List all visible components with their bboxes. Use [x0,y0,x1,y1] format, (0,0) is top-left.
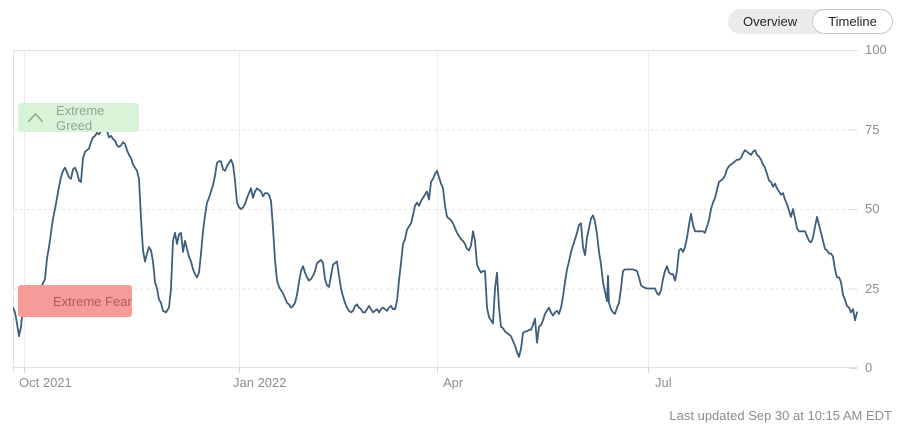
x-axis-label: Jan 2022 [233,375,287,390]
extreme-greed-badge: Extreme Greed [18,102,139,133]
caret-up-icon [27,112,44,123]
view-toggle: Overview Timeline [728,9,893,34]
extreme-greed-label: Extreme Greed [56,102,105,133]
y-axis-label: 100 [865,42,887,57]
tab-overview[interactable]: Overview [743,14,798,29]
index-line [13,117,858,358]
extreme-fear-badge: Extreme Fear [18,285,132,317]
fear-greed-timeline-chart[interactable] [13,50,858,376]
y-axis-label: 75 [865,121,880,137]
x-axis-label: Jul [655,375,672,390]
y-axis-label: 0 [865,360,873,375]
last-updated-text: Last updated Sep 30 at 10:15 AM EDT [669,408,892,423]
tab-timeline[interactable]: Timeline [812,9,893,34]
x-axis-label: Oct 2021 [19,375,72,390]
y-axis-label: 25 [865,280,880,296]
extreme-fear-label: Extreme Fear [53,293,132,309]
x-axis-label: Apr [443,375,464,390]
y-axis-label: 50 [865,201,880,216]
